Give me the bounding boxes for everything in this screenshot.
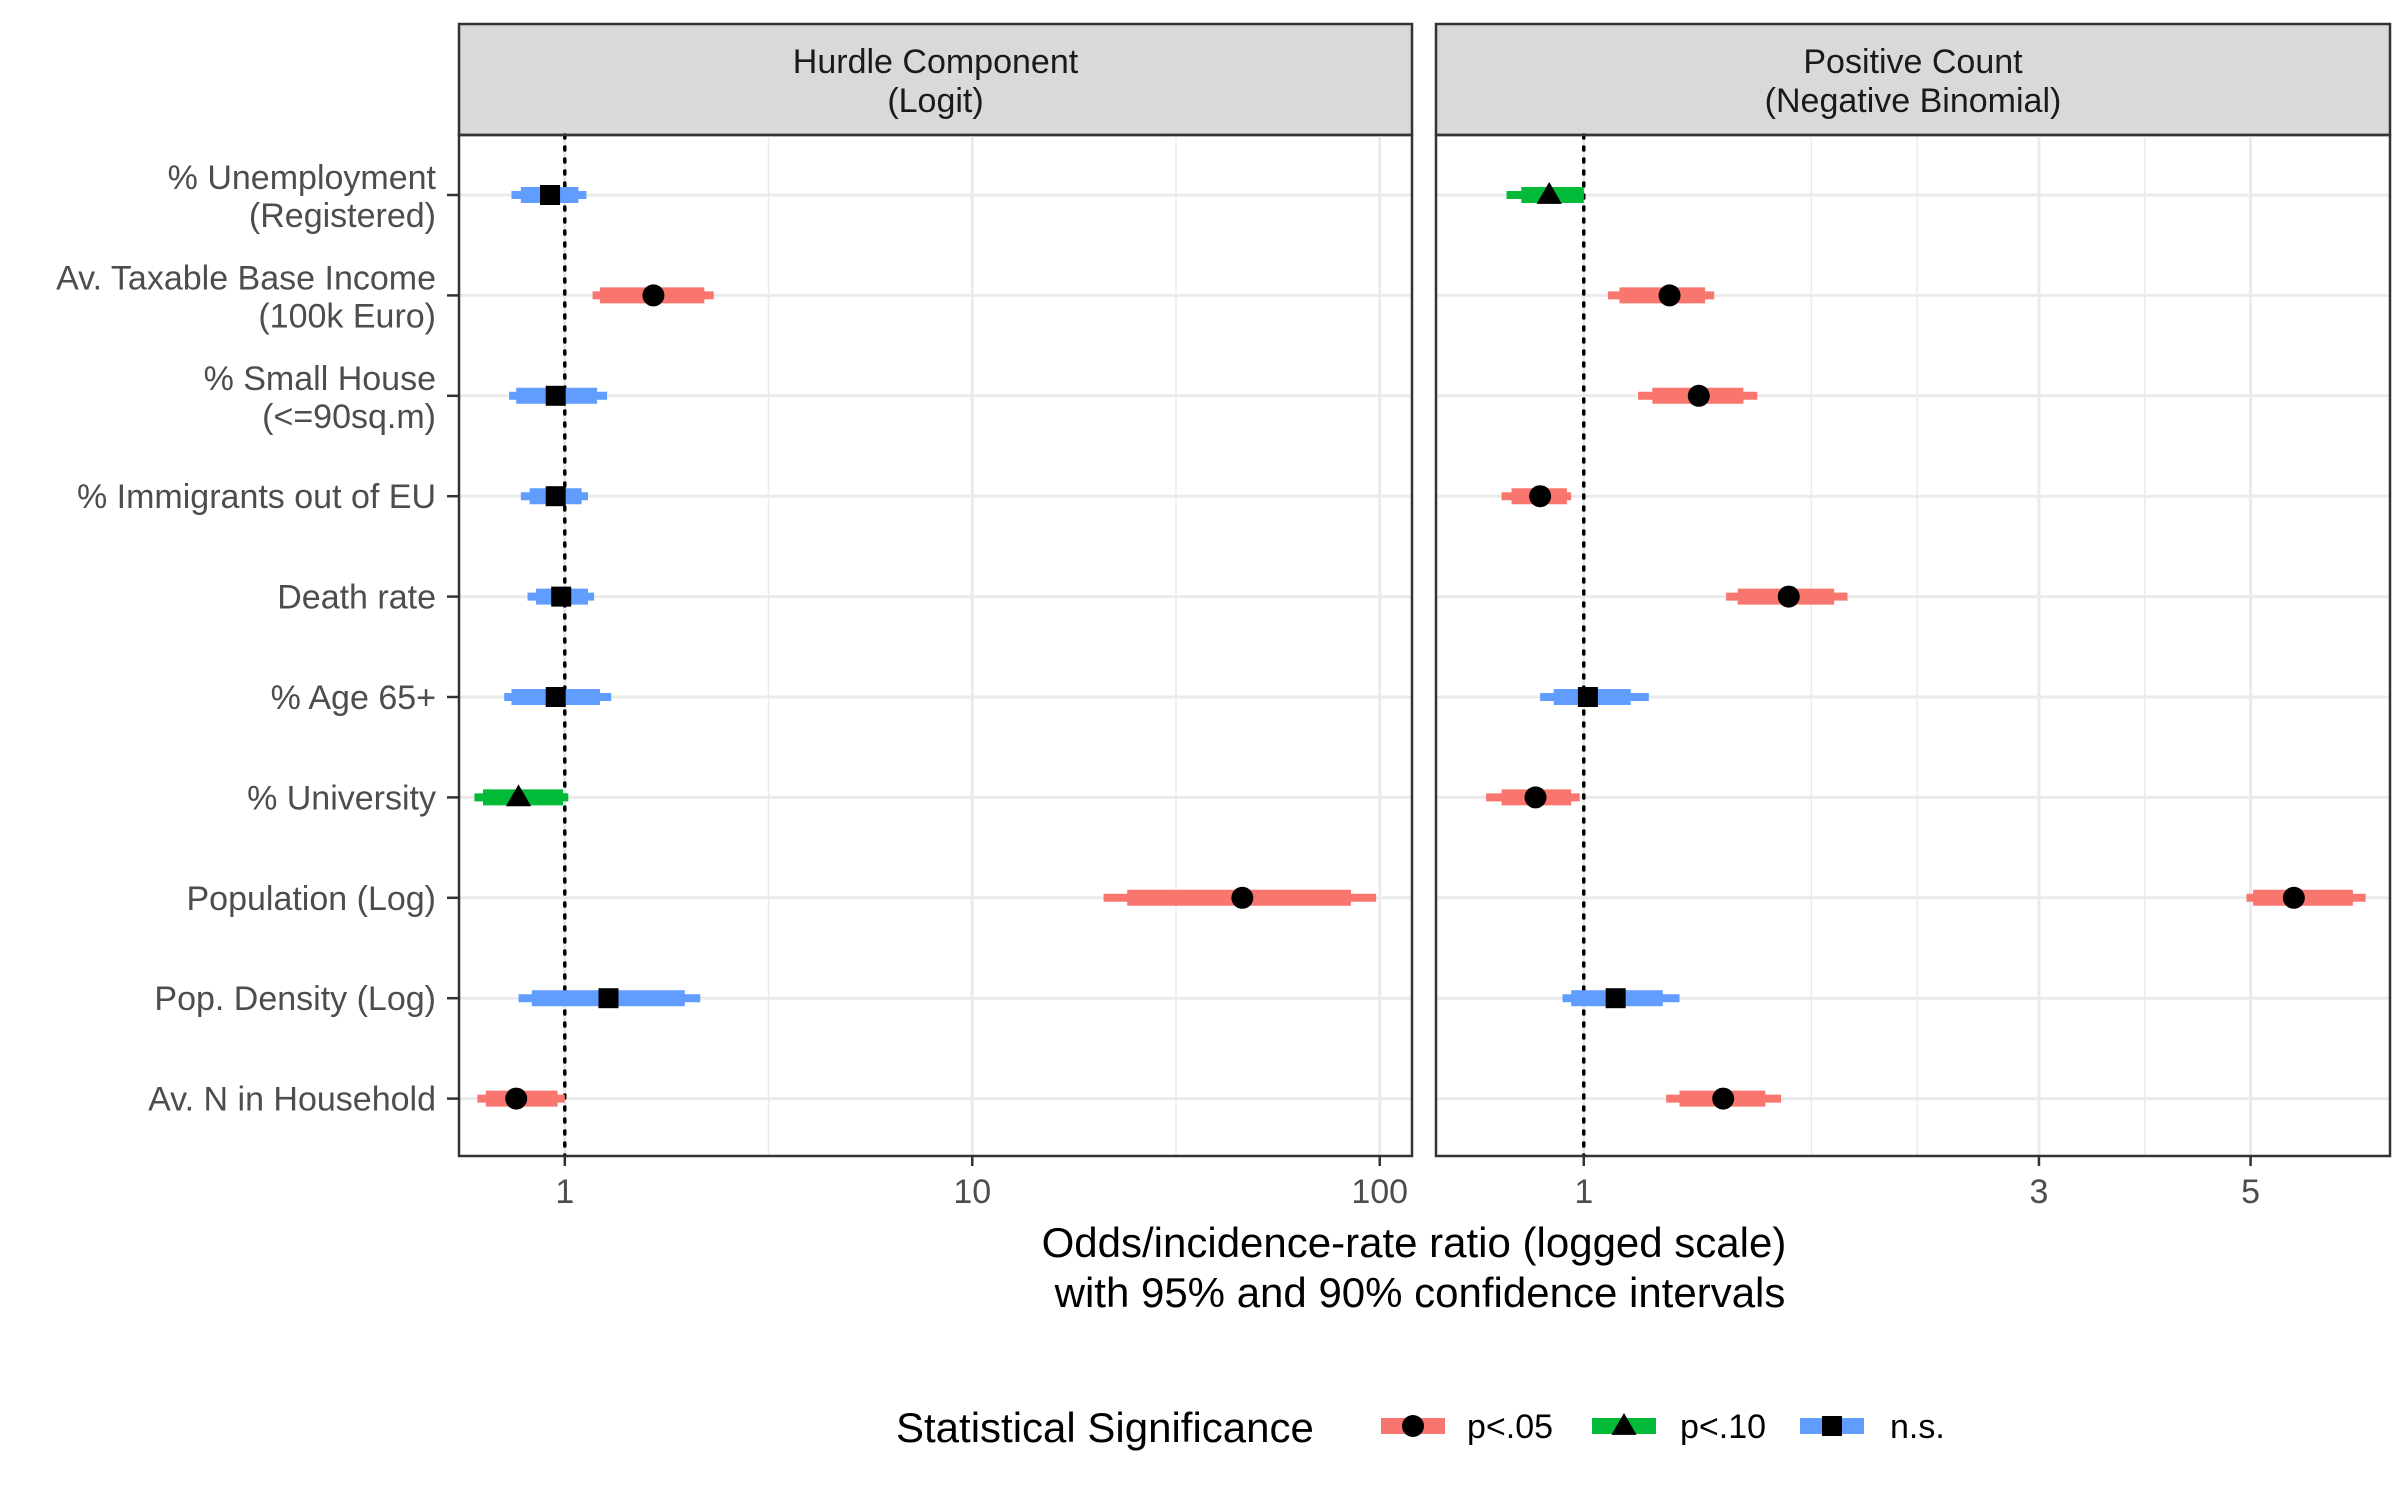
y-axis: % Unemployment(Registered) Av. Taxable Ba… bbox=[56, 159, 459, 1119]
x-tick-label: 1 bbox=[1574, 1173, 1593, 1211]
point-estimate bbox=[1777, 585, 1800, 608]
point-estimate bbox=[1658, 284, 1681, 307]
panel-strip bbox=[1434, 22, 2392, 137]
x-tick-label: 3 bbox=[2029, 1173, 2048, 1211]
y-tick-label: % Age 65+ bbox=[271, 679, 436, 717]
legend-key-marker bbox=[1822, 1416, 1842, 1436]
legend: Statistical Significance p<.05 p<.10 n.s. bbox=[896, 1404, 1945, 1451]
y-tick-label-line2: (Registered) bbox=[249, 197, 436, 235]
point-estimate bbox=[505, 784, 532, 807]
point-estimate bbox=[1687, 384, 1710, 407]
y-tick-label-line1: % Small House bbox=[204, 360, 436, 398]
x-tick-label: 5 bbox=[2241, 1173, 2260, 1211]
panel-positive-count: Positive Count (Negative Binomial) 1 3 5 bbox=[1434, 22, 2392, 1211]
legend-key-marker bbox=[1611, 1412, 1637, 1435]
point-estimate bbox=[545, 486, 566, 507]
y-tick-label-line1: Av. Taxable Base Income bbox=[56, 259, 436, 297]
point-estimate bbox=[545, 687, 566, 707]
panel-title-line1: Positive Count bbox=[1803, 43, 2023, 81]
point-estimate bbox=[642, 284, 665, 307]
panel-title-line2: (Negative Binomial) bbox=[1765, 82, 2062, 120]
point-estimate bbox=[505, 1087, 528, 1110]
y-tick-label: Population (Log) bbox=[186, 880, 436, 918]
x-axis-title: Odds/incidence-rate ratio (logged scale)… bbox=[1042, 1219, 1787, 1316]
x-tick-label: 100 bbox=[1351, 1173, 1408, 1211]
x-tick-label: 1 bbox=[555, 1173, 574, 1211]
legend-key-marker bbox=[1402, 1415, 1424, 1437]
point-estimate bbox=[540, 185, 561, 205]
panel-hurdle-component: Hurdle Component (Logit) 1 10 100 bbox=[457, 22, 1414, 1211]
y-tick-label: Death rate bbox=[277, 579, 436, 617]
x-axis-title-line1: Odds/incidence-rate ratio (logged scale) bbox=[1042, 1219, 1787, 1266]
panel-border bbox=[457, 133, 1414, 1158]
point-estimate bbox=[1712, 1087, 1735, 1110]
point-estimate bbox=[1529, 485, 1552, 508]
legend-label: p<.10 bbox=[1680, 1408, 1766, 1446]
y-tick-label-line2: (<=90sq.m) bbox=[262, 398, 436, 436]
y-tick-label-line1: % Unemployment bbox=[168, 159, 437, 197]
point-estimate bbox=[1536, 181, 1562, 204]
point-estimate bbox=[1231, 886, 1254, 909]
y-tick-label: Av. N in Household bbox=[148, 1081, 436, 1119]
legend-label: n.s. bbox=[1890, 1408, 1945, 1446]
panel-title-line2: (Logit) bbox=[887, 82, 983, 120]
panel-strip bbox=[457, 22, 1414, 137]
x-axis-title-line2: with 95% and 90% confidence intervals bbox=[1054, 1269, 1786, 1316]
point-estimate bbox=[1605, 988, 1626, 1009]
y-tick-label: % Immigrants out of EU bbox=[77, 478, 436, 516]
point-estimate bbox=[551, 586, 572, 607]
y-tick-label: % University bbox=[247, 779, 436, 817]
legend-label: p<.05 bbox=[1467, 1408, 1553, 1446]
point-estimate bbox=[2282, 886, 2305, 909]
point-estimate bbox=[1524, 786, 1547, 809]
point-estimate bbox=[1577, 687, 1598, 707]
x-tick-label: 10 bbox=[953, 1173, 991, 1211]
panel-border bbox=[1434, 133, 2392, 1158]
point-estimate bbox=[598, 988, 619, 1009]
panel-title-line1: Hurdle Component bbox=[793, 43, 1079, 81]
legend-title: Statistical Significance bbox=[896, 1404, 1314, 1451]
point-estimate bbox=[545, 385, 566, 406]
y-tick-label-line2: (100k Euro) bbox=[258, 297, 436, 335]
y-tick-label: Pop. Density (Log) bbox=[154, 980, 436, 1018]
